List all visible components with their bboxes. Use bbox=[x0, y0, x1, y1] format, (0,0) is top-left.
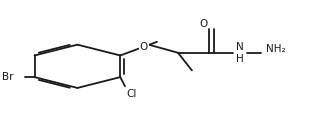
Text: H: H bbox=[236, 54, 244, 64]
Text: N: N bbox=[236, 42, 244, 52]
Text: Cl: Cl bbox=[126, 89, 136, 99]
Text: O: O bbox=[140, 42, 148, 52]
Text: O: O bbox=[199, 19, 208, 29]
Text: NH₂: NH₂ bbox=[266, 44, 285, 54]
Text: Br: Br bbox=[3, 72, 14, 82]
